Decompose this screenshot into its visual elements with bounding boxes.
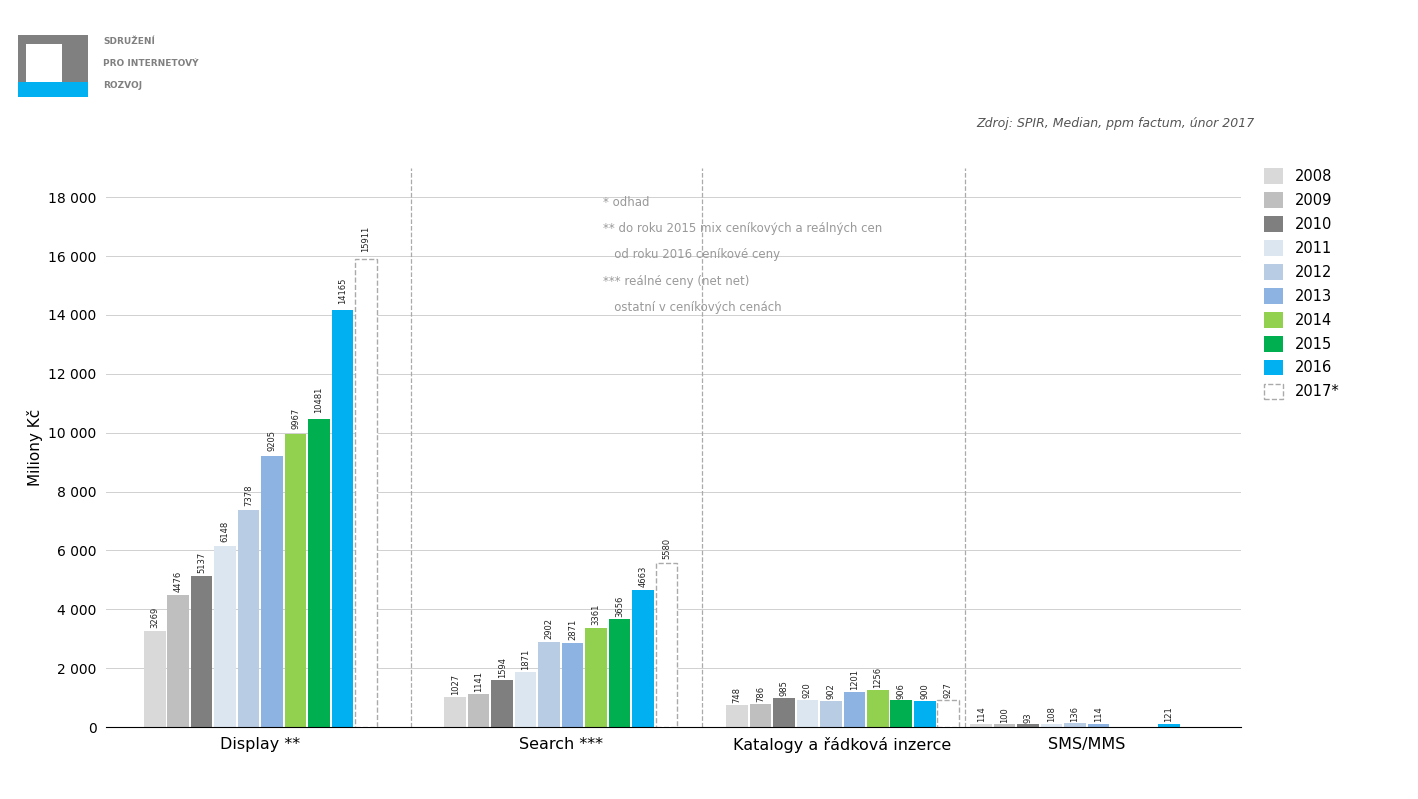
Bar: [143, 631, 166, 727]
Text: 136: 136: [1071, 706, 1079, 721]
Bar: [468, 694, 489, 727]
Bar: [562, 642, 583, 727]
Text: PRO INTERNETOVÝ: PRO INTERNETOVÝ: [104, 59, 199, 68]
Text: 4663: 4663: [638, 566, 648, 586]
Bar: [18, 35, 88, 97]
Text: 900: 900: [920, 683, 929, 699]
Text: 121: 121: [1164, 706, 1174, 722]
Bar: [539, 642, 560, 727]
Bar: [891, 701, 912, 727]
Text: 920: 920: [803, 682, 813, 698]
Text: 114: 114: [1093, 706, 1103, 722]
Bar: [750, 704, 771, 727]
Bar: [797, 700, 818, 727]
Bar: [820, 701, 842, 727]
Text: 748: 748: [733, 687, 742, 703]
Bar: [191, 576, 213, 727]
Text: 786: 786: [756, 686, 764, 702]
FancyBboxPatch shape: [655, 562, 678, 727]
Text: 5580: 5580: [662, 539, 671, 559]
Text: 7378: 7378: [244, 484, 254, 506]
Bar: [1159, 724, 1180, 727]
Text: 9205: 9205: [268, 431, 277, 451]
Text: 2871: 2871: [569, 619, 577, 640]
Bar: [444, 697, 467, 727]
Text: 1256: 1256: [873, 667, 882, 688]
Text: 927: 927: [944, 682, 953, 698]
Text: 3269: 3269: [150, 607, 159, 628]
Text: 1201: 1201: [849, 669, 859, 690]
Bar: [18, 82, 88, 97]
Bar: [586, 628, 607, 727]
Text: 985: 985: [780, 681, 788, 696]
Text: 5137: 5137: [197, 551, 206, 573]
Bar: [1064, 723, 1086, 727]
Text: 902: 902: [827, 683, 835, 699]
Text: 93: 93: [1024, 712, 1032, 723]
Bar: [238, 510, 259, 727]
Text: 1141: 1141: [474, 670, 484, 692]
Bar: [261, 456, 284, 727]
Text: SDRUŽENÍ: SDRUŽENÍ: [104, 37, 155, 46]
Text: 10481: 10481: [315, 387, 323, 413]
Bar: [214, 546, 235, 727]
Text: od roku 2016 ceníkové ceny: od roku 2016 ceníkové ceny: [603, 248, 780, 261]
Text: ROZVOJ: ROZVOJ: [104, 81, 142, 90]
Text: 1594: 1594: [498, 657, 506, 678]
Bar: [608, 619, 631, 727]
Text: Výkon jednotlivých forem internetové a mobilní reklamy: Výkon jednotlivých forem internetové a m…: [245, 27, 1173, 57]
Bar: [492, 680, 513, 727]
Text: 6148: 6148: [221, 521, 230, 543]
Text: 114: 114: [977, 706, 986, 722]
Bar: [994, 724, 1015, 727]
Text: 4476: 4476: [173, 571, 183, 592]
Bar: [970, 724, 993, 727]
FancyBboxPatch shape: [937, 700, 959, 727]
Bar: [915, 701, 936, 727]
Bar: [773, 698, 794, 727]
Text: 3656: 3656: [615, 595, 624, 617]
Bar: [1088, 724, 1109, 727]
Text: 9967: 9967: [291, 407, 301, 429]
Bar: [515, 672, 536, 727]
Bar: [167, 595, 189, 727]
Text: 3361: 3361: [591, 604, 601, 626]
Text: ostatní v ceníkových cenách: ostatní v ceníkových cenách: [603, 301, 781, 314]
Text: 108: 108: [1046, 706, 1056, 722]
Bar: [726, 705, 747, 727]
Bar: [632, 590, 654, 727]
Legend: 2008, 2009, 2010, 2011, 2012, 2013, 2014, 2015, 2016, 2017*: 2008, 2009, 2010, 2011, 2012, 2013, 2014…: [1259, 164, 1343, 403]
Text: 1871: 1871: [522, 649, 530, 670]
Bar: [285, 434, 306, 727]
Bar: [332, 310, 353, 727]
Text: *** reálné ceny (net net): *** reálné ceny (net net): [603, 275, 749, 288]
Text: ** do roku 2015 mix ceníkových a reálných cen: ** do roku 2015 mix ceníkových a reálnýc…: [603, 222, 882, 235]
Text: 15911: 15911: [362, 225, 370, 252]
Text: Zdroj: SPIR, Median, ppm factum, únor 2017: Zdroj: SPIR, Median, ppm factum, únor 20…: [977, 117, 1255, 130]
Text: 1027: 1027: [451, 674, 459, 695]
Bar: [1017, 725, 1039, 727]
Bar: [844, 692, 865, 727]
Bar: [1041, 724, 1062, 727]
Bar: [866, 690, 889, 727]
Text: * odhad: * odhad: [603, 196, 649, 209]
Text: 906: 906: [896, 683, 906, 698]
Text: 14165: 14165: [337, 277, 347, 304]
Text: v roce 2008 až 2016 a 2017* v mil. Kč: v roce 2008 až 2016 a 2017* v mil. Kč: [401, 89, 1017, 117]
Text: 100: 100: [1000, 707, 1010, 722]
Bar: [308, 419, 330, 727]
Bar: [26, 44, 62, 88]
Text: 2902: 2902: [545, 618, 553, 639]
Y-axis label: Miliony Kč: Miliony Kč: [27, 409, 43, 486]
FancyBboxPatch shape: [354, 259, 377, 727]
